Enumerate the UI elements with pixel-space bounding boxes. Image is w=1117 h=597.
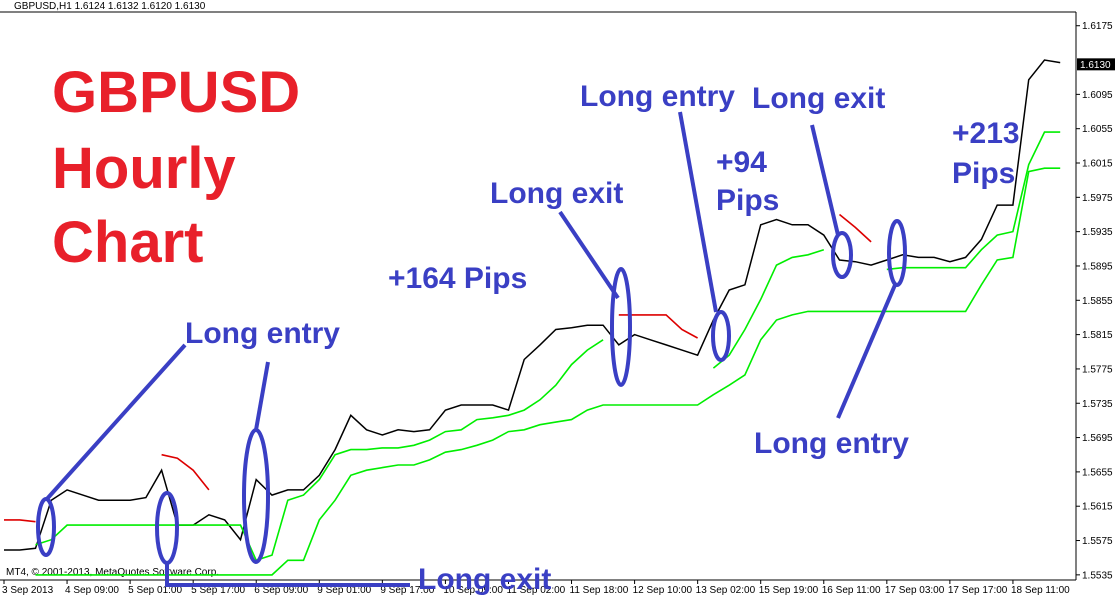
- copyright: MT4, © 2001-2013, MetaQuotes Software Co…: [6, 567, 219, 578]
- annotation-shapes: [36, 111, 907, 587]
- pointer: [558, 210, 620, 300]
- annotation: Pips: [952, 157, 1015, 190]
- pointer: [165, 563, 410, 587]
- annotation: Long entry: [754, 427, 909, 460]
- y-tick-label: 1.5815: [1082, 330, 1113, 341]
- title-line: GBPUSD: [52, 60, 300, 125]
- annotation: Pips: [716, 184, 779, 217]
- annotation: Long exit: [490, 177, 623, 210]
- annotation: +213: [952, 117, 1020, 150]
- y-tick-label: 1.5615: [1082, 502, 1113, 513]
- y-tick-label: 1.6055: [1082, 124, 1113, 135]
- stop-line: [712, 248, 825, 369]
- x-tick-label: 5 Sep 17:00: [191, 585, 245, 596]
- ellipse: [887, 219, 907, 287]
- x-tick-label: 10 Sep 09:00: [443, 585, 503, 596]
- annotation: +164 Pips: [388, 262, 527, 295]
- pointer: [836, 284, 897, 419]
- y-tick-label: 1.5575: [1082, 536, 1113, 547]
- ellipse: [610, 267, 632, 387]
- x-tick-label: 9 Sep 17:00: [380, 585, 434, 596]
- y-tick-label: 1.5935: [1082, 227, 1113, 238]
- stop-line: [838, 213, 872, 243]
- stop-line: [35, 167, 1061, 576]
- plot-area: 1.6175 1.6095 1.6055 1.6015 1.5975 1.5935 1.58…: [2, 21, 1115, 596]
- y-tick-label: 1.5735: [1082, 399, 1113, 410]
- annotation: Long entry: [185, 317, 340, 350]
- stop-line: [618, 314, 698, 339]
- last-price-label: 1.6130: [1080, 60, 1111, 71]
- pointer: [678, 111, 718, 313]
- x-tick-label: 18 Sep 11:00: [1011, 585, 1070, 596]
- x-tick-label: 15 Sep 19:00: [759, 585, 819, 596]
- y-tick-label: 1.6095: [1082, 90, 1113, 101]
- y-tick-label: 1.5535: [1082, 570, 1113, 581]
- annotation: Long exit: [418, 563, 551, 596]
- ellipse: [711, 310, 731, 362]
- x-tick-label: 16 Sep 11:00: [822, 585, 881, 596]
- y-tick-label: 1.5695: [1082, 433, 1113, 444]
- y-tick-label: 1.5655: [1082, 467, 1113, 478]
- y-tick-label: 1.6015: [1082, 159, 1113, 170]
- stop-line: [4, 519, 36, 523]
- title-line: Chart: [52, 210, 203, 275]
- x-tick-label: 9 Sep 01:00: [317, 585, 371, 596]
- y-tick-label: 1.5855: [1082, 296, 1113, 307]
- annotation: Long entry: [580, 80, 735, 113]
- title-line: Hourly: [52, 136, 236, 201]
- last-price-box: [1077, 58, 1115, 71]
- pointer: [44, 343, 187, 502]
- ellipse: [831, 231, 853, 279]
- stop-line: [886, 131, 1061, 271]
- x-tick-label: 11 Sep 02:00: [506, 585, 565, 596]
- x-tick-label: 11 Sep 18:00: [570, 585, 629, 596]
- annotation: +94: [716, 146, 767, 179]
- y-tick-label: 1.5895: [1082, 261, 1113, 272]
- x-tick-label: 17 Sep 17:00: [948, 585, 1008, 596]
- y-tick-label: 1.5775: [1082, 364, 1113, 375]
- annotation: Long exit: [752, 82, 885, 115]
- header: GBPUSD,H1 1.6124 1.6132 1.6120 1.6130: [14, 1, 206, 12]
- y-tick-label: 1.5975: [1082, 193, 1113, 204]
- x-tick-label: 6 Sep 09:00: [254, 585, 308, 596]
- x-tick-label: 13 Sep 02:00: [696, 585, 756, 596]
- x-tick-label: 12 Sep 10:00: [633, 585, 693, 596]
- y-tick-label: 1.6175: [1082, 21, 1113, 32]
- stop-line: [35, 339, 604, 562]
- annotations: Long entry +164 Pips Long exit Long entr…: [185, 80, 1020, 596]
- x-tick-label: 5 Sep 01:00: [128, 585, 182, 596]
- x-tick-label: 17 Sep 03:00: [885, 585, 945, 596]
- stop-line: [161, 453, 210, 491]
- pointer: [254, 361, 270, 431]
- x-tick-label: 3 Sep 2013: [2, 585, 54, 596]
- pointer: [810, 124, 840, 236]
- x-tick-label: 4 Sep 09:00: [65, 585, 119, 596]
